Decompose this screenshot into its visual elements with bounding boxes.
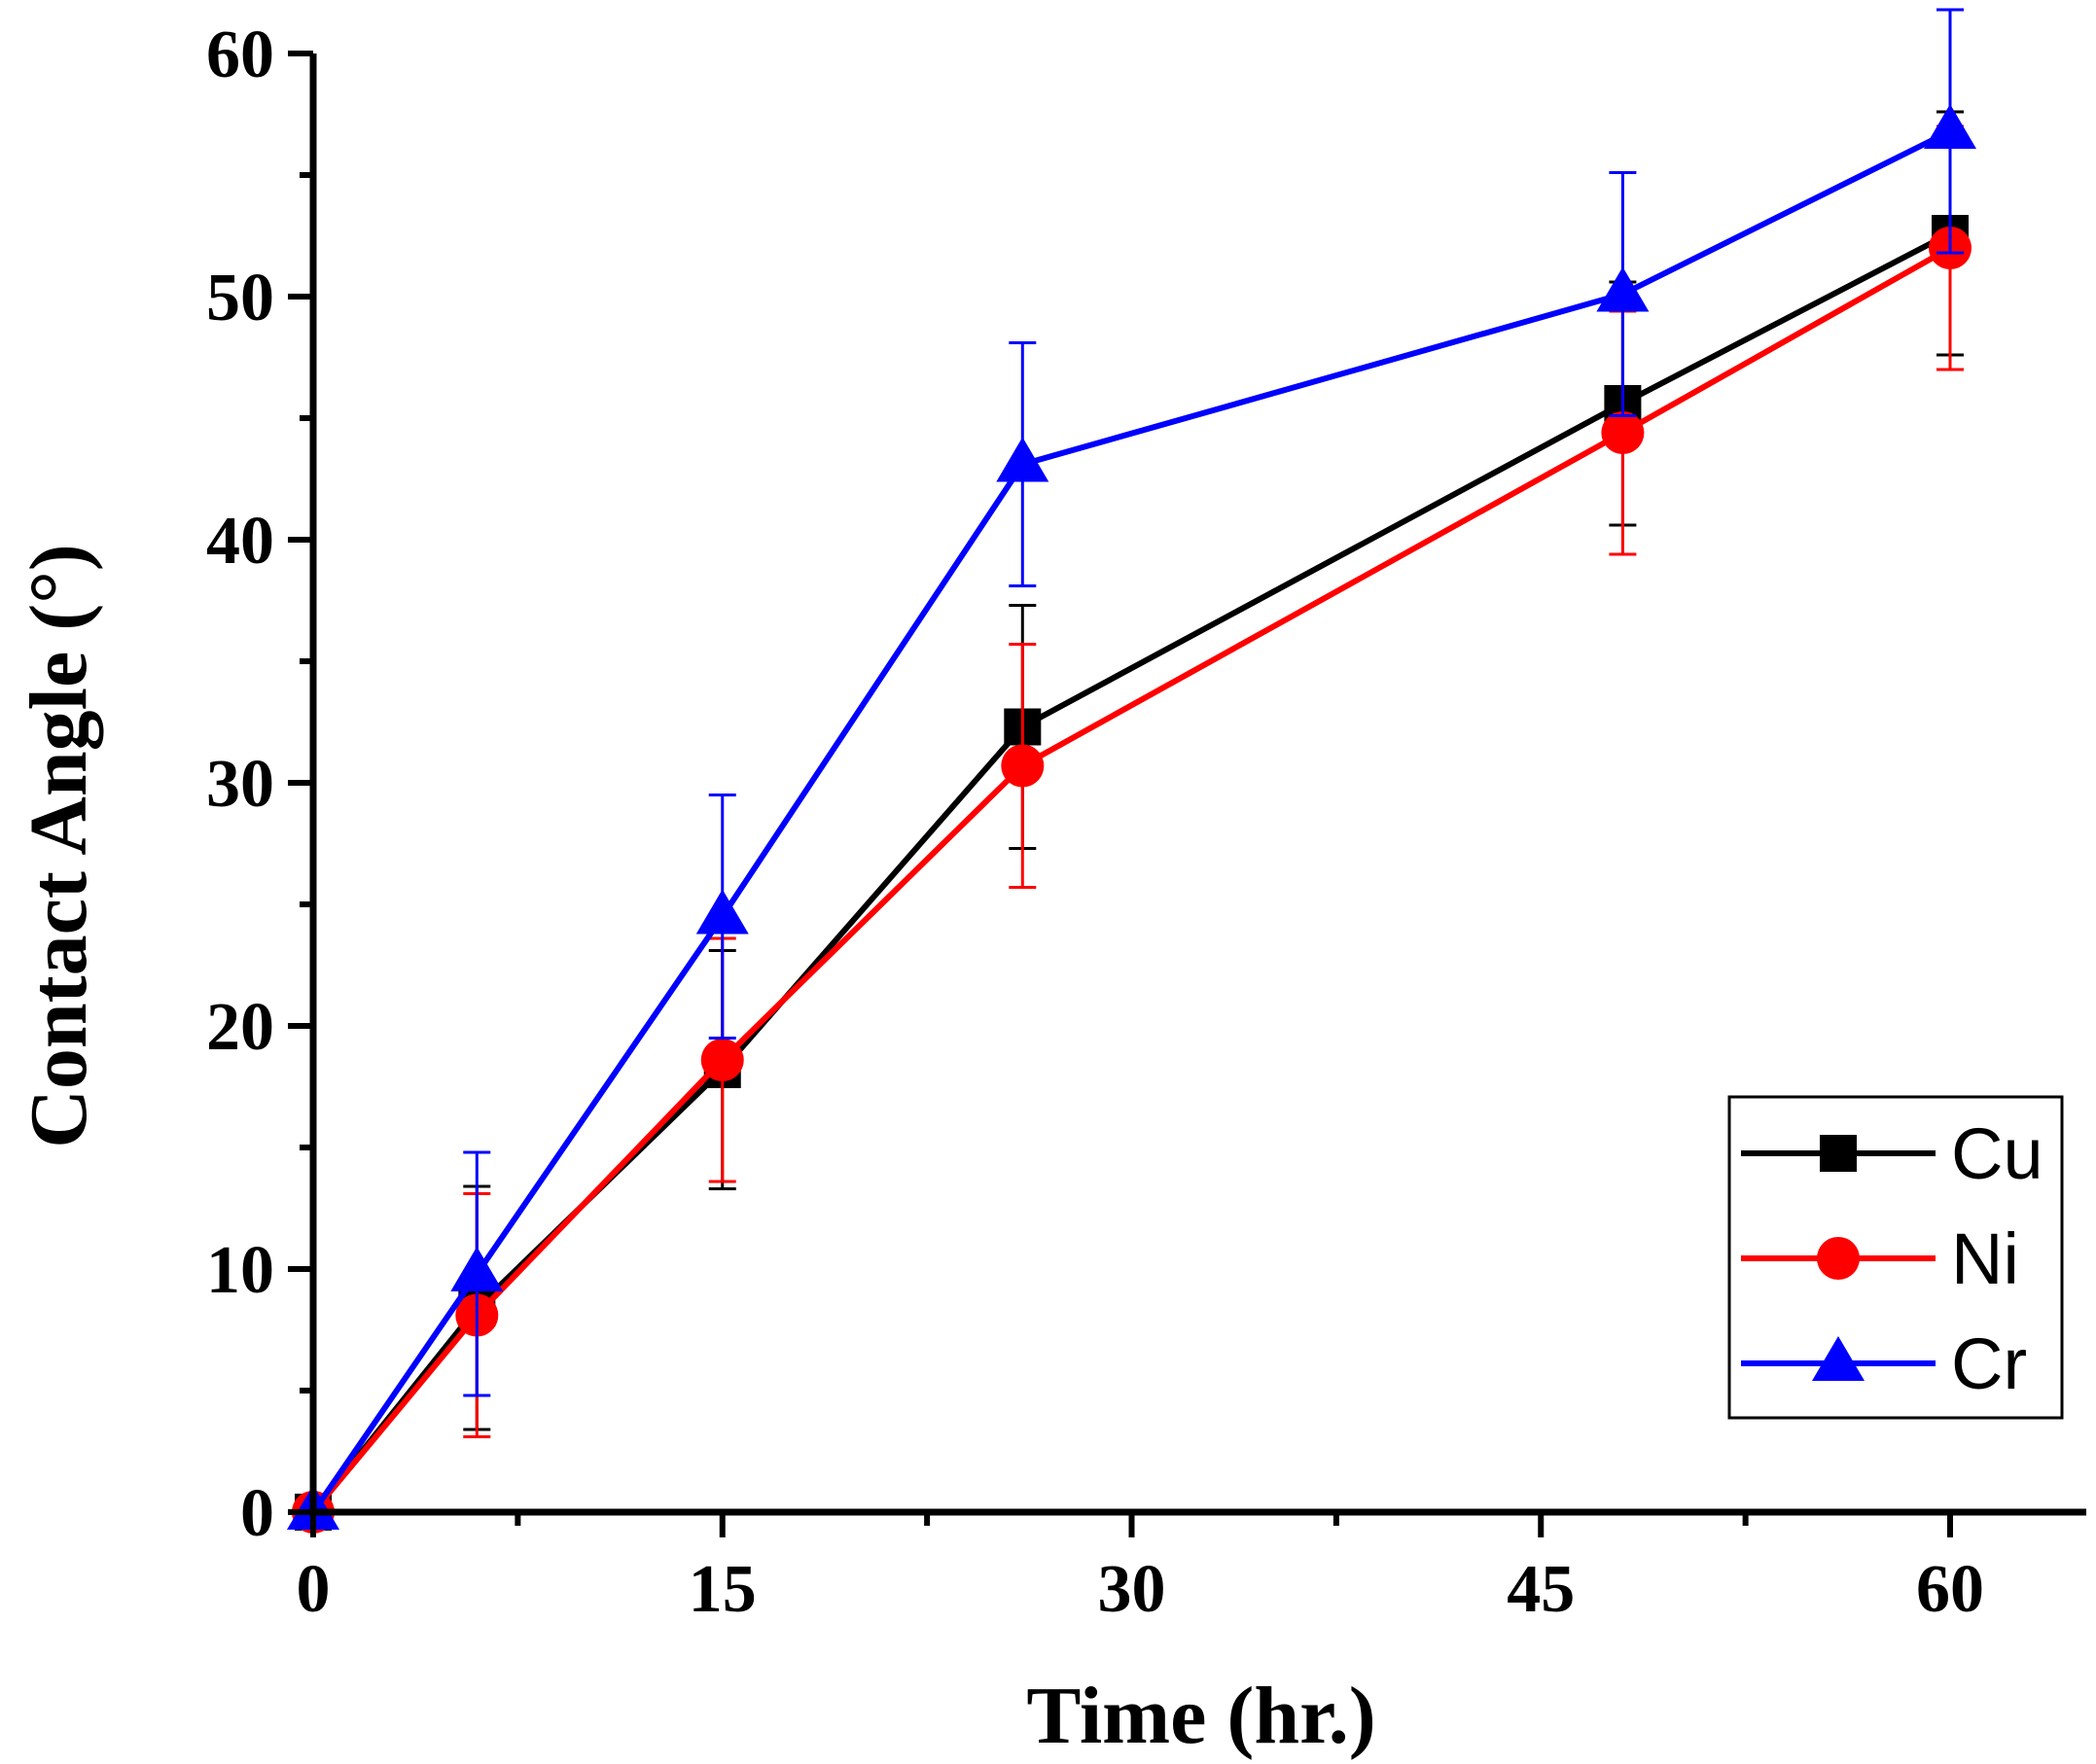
y-axis-title: Contact Angle (°) — [14, 544, 104, 1148]
series-cr — [287, 8, 1976, 1530]
data-point-cr — [1924, 104, 1976, 149]
x-tick-label: 45 — [1507, 1552, 1575, 1627]
y-tick-label: 10 — [206, 1233, 274, 1308]
data-point-ni — [700, 1039, 744, 1081]
series-line-cu — [310, 230, 1952, 1514]
x-axis-title: Time (hr.) — [1026, 1671, 1375, 1761]
y-tick-label: 50 — [206, 261, 274, 335]
legend-item-cr: Cr — [1741, 1323, 2027, 1404]
legend-marker-ni — [1817, 1237, 1860, 1280]
legend-item-ni: Ni — [1741, 1218, 2019, 1299]
y-tick-label: 30 — [206, 747, 274, 822]
data-point-cr — [695, 889, 749, 935]
axes-layer — [288, 51, 2086, 1537]
y-tick-label: 20 — [206, 990, 274, 1065]
series-line-ni — [310, 245, 1952, 1514]
series-layer — [287, 8, 1976, 1534]
data-point-cr — [1596, 266, 1650, 312]
y-tick-label: 0 — [240, 1476, 274, 1551]
y-tick-label: 40 — [206, 504, 274, 579]
legend-item-cu: Cu — [1741, 1113, 2043, 1194]
x-tick-label: 0 — [297, 1552, 331, 1627]
y-tick-label: 60 — [206, 18, 274, 92]
x-tick-label: 30 — [1098, 1552, 1166, 1627]
series-ni — [292, 124, 1972, 1534]
series-cu — [295, 110, 1969, 1531]
legend-label-ni: Ni — [1951, 1218, 2019, 1299]
legend-label-cr: Cr — [1951, 1323, 2027, 1404]
data-point-cr — [450, 1247, 504, 1291]
series-line-cr — [310, 128, 1952, 1514]
legend-marker-cu — [1820, 1135, 1857, 1172]
x-tick-label: 15 — [689, 1552, 757, 1627]
legend-label-cu: Cu — [1951, 1113, 2043, 1194]
data-point-ni — [1601, 411, 1645, 454]
x-tick-label: 60 — [1916, 1552, 1984, 1627]
data-point-cr — [996, 437, 1049, 482]
legend-marker-cr — [1812, 1336, 1865, 1381]
tick-labels-layer: 0 10 20 30 40 50 60 0 15 30 45 60 — [206, 18, 1984, 1627]
data-point-ni — [1001, 744, 1045, 788]
legend: Cu Ni Cr — [1727, 1095, 2064, 1420]
